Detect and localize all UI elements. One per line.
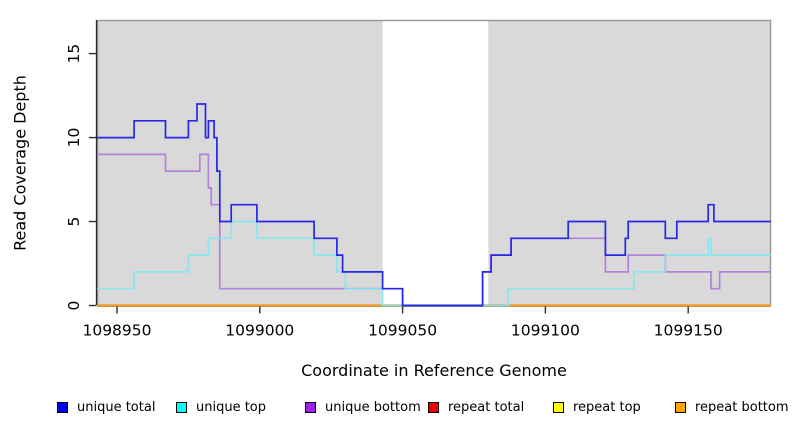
- x-tick-label: 1099000: [225, 322, 294, 340]
- x-tick-label: 1098950: [82, 322, 151, 340]
- legend-item-repeat-top: repeat top: [553, 398, 641, 416]
- x-tick-label: 1099100: [511, 322, 580, 340]
- legend-swatch-unique-bottom: [305, 401, 316, 413]
- legend-label: repeat top: [573, 399, 641, 415]
- legend: unique total unique top unique bottom repea…: [0, 398, 792, 418]
- legend-label: unique top: [196, 399, 267, 415]
- legend-item-unique-top: unique top: [176, 398, 266, 416]
- legend-item-unique-bottom: unique bottom: [305, 398, 421, 416]
- legend-swatch-repeat-bottom: [675, 401, 686, 413]
- legend-swatch-repeat-total: [428, 401, 439, 413]
- x-tick-label: 1099150: [654, 322, 723, 340]
- legend-item-unique-total: unique total: [57, 398, 155, 416]
- legend-item-repeat-bottom: repeat bottom: [675, 398, 789, 416]
- y-tick-label: 0: [65, 301, 83, 311]
- y-tick-label: 5: [65, 217, 83, 227]
- legend-swatch-unique-top: [176, 401, 187, 413]
- x-tick-label: 1099050: [368, 322, 437, 340]
- legend-item-repeat-total: repeat total: [428, 398, 524, 416]
- legend-label: unique bottom: [325, 399, 421, 415]
- legend-swatch-unique-total: [57, 401, 68, 413]
- legend-swatch-repeat-top: [553, 401, 564, 413]
- y-tick-label: 15: [65, 44, 83, 64]
- series-line-unique-total: [97, 103, 771, 307]
- legend-label: repeat bottom: [695, 399, 789, 415]
- gap-region: [382, 20, 489, 306]
- series-line-unique-top: [97, 220, 771, 307]
- y-tick-label: 10: [65, 128, 83, 148]
- x-axis-title: Coordinate in Reference Genome: [301, 361, 567, 380]
- y-axis-title: Read Coverage Depth: [10, 75, 30, 251]
- legend-label: repeat total: [448, 399, 525, 415]
- legend-label: unique total: [77, 399, 156, 415]
